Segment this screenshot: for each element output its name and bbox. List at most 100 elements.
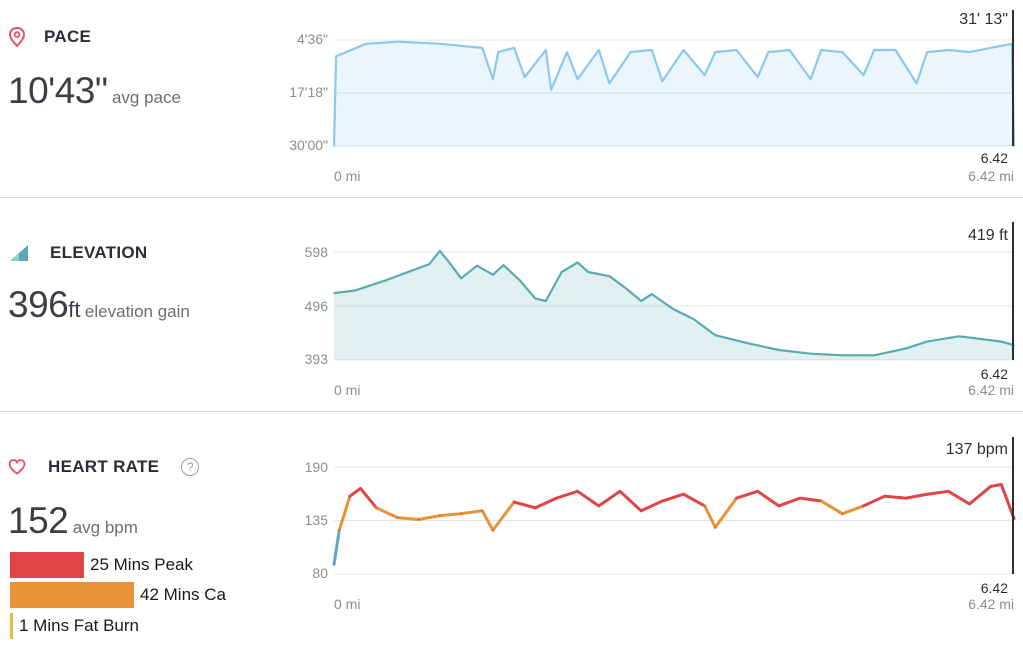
heart-rate-point	[333, 563, 335, 566]
heart-rate-point	[640, 509, 642, 512]
heart-rate-point	[883, 495, 886, 497]
heart-rate-segment	[337, 494, 352, 532]
elevation-point	[809, 352, 812, 355]
elevation-point	[873, 354, 875, 357]
pace-point	[333, 145, 335, 147]
heart-rate-point	[968, 503, 971, 505]
heart-rate-point	[735, 497, 738, 499]
heart-rate-point	[534, 507, 537, 509]
pace-point	[545, 49, 547, 51]
help-icon[interactable]: ?	[181, 458, 200, 476]
heart-rate-segment	[703, 504, 717, 529]
elevation-chart-svg	[333, 222, 1015, 361]
pace-end-distance: 6.42	[980, 150, 1008, 166]
heart-rate-segment	[576, 489, 601, 508]
zone-label-cardio: 42 Mins Ca	[140, 585, 226, 604]
heart-rate-point	[862, 505, 865, 507]
heart-rate-section: HEART RATE ? 152 avg bpm 25 Mins Peak 42…	[0, 412, 1023, 646]
elevation-point	[905, 347, 907, 350]
heart-rate-current-value: 137 bpm	[945, 441, 1008, 458]
pace-y-tick: 17'18"	[289, 84, 328, 100]
pace-point	[492, 78, 494, 81]
elevation-point	[1000, 340, 1003, 343]
heart-rate-x-start: 0 mi	[334, 596, 361, 612]
elevation-point	[608, 275, 611, 278]
heart-rate-segment	[819, 499, 844, 516]
heart-rate-point	[841, 512, 844, 515]
heart-rate-point	[338, 529, 341, 532]
elevation-point	[502, 264, 505, 266]
pace-point	[820, 49, 823, 51]
heart-rate-point	[820, 500, 823, 502]
elevation-point	[672, 308, 674, 310]
heart-rate-point	[396, 516, 399, 519]
heart-rate-point	[439, 514, 441, 517]
section-divider	[0, 411, 1023, 412]
pace-chart[interactable]	[332, 10, 1016, 147]
elevation-x-end: 6.42 mi	[968, 382, 1014, 398]
zone-fat-burn: 1 Mins Fat Burn	[10, 613, 139, 639]
heart-rate-segment	[798, 496, 823, 503]
heart-rate-x-end: 6.42 mi	[968, 596, 1014, 612]
heart-rate-point	[555, 497, 558, 499]
heart-rate-point	[661, 500, 664, 502]
pace-point	[947, 49, 950, 51]
location-pin-icon	[8, 27, 26, 47]
pace-point	[576, 78, 579, 81]
heart-rate-avg-caption: avg bpm	[72, 518, 138, 537]
heart-rate-point	[947, 490, 950, 493]
elevation-summary: 396ft elevation gain	[8, 284, 190, 326]
heart-rate-segment	[332, 528, 341, 566]
pace-point	[756, 76, 759, 78]
pace-point	[894, 49, 897, 51]
heart-rate-point	[375, 507, 378, 509]
pace-chart-svg	[332, 10, 1016, 147]
pace-avg-value: 10'43"	[8, 70, 108, 111]
heart-rate-segment	[639, 499, 664, 513]
elevation-point	[545, 300, 547, 302]
heart-rate-summary: 152 avg bpm	[8, 500, 138, 542]
heart-rate-point	[1000, 483, 1003, 486]
pace-point	[523, 76, 526, 78]
zone-label-peak: 25 Mins Peak	[90, 555, 193, 574]
heart-rate-segment	[480, 509, 495, 532]
elevation-point	[439, 250, 441, 252]
elevation-point	[449, 263, 452, 265]
heart-rate-point	[349, 495, 351, 497]
elevation-chart[interactable]	[333, 222, 1015, 361]
pace-point	[608, 82, 611, 85]
heart-rate-point	[778, 505, 780, 507]
elevation-y-tick: 496	[304, 298, 328, 314]
pace-point	[364, 42, 367, 45]
elevation-point	[693, 318, 695, 321]
heart-rate-segment	[660, 492, 686, 503]
pace-y-tick: 4'36"	[296, 31, 328, 47]
elevation-gain-unit: ft	[68, 297, 81, 322]
heart-rate-avg-value: 152	[8, 500, 69, 541]
heart-rate-segment	[358, 486, 378, 510]
pace-point	[767, 51, 770, 53]
pace-point	[873, 49, 875, 51]
zone-bar-peak	[10, 552, 84, 578]
zone-cardio: 42 Mins Ca	[10, 582, 226, 608]
pace-point	[735, 49, 738, 51]
pace-point	[597, 49, 600, 51]
heart-icon	[8, 459, 26, 475]
heart-rate-segment	[840, 504, 866, 516]
elevation-point	[428, 263, 431, 265]
heart-rate-point	[703, 505, 706, 507]
pace-point	[862, 74, 865, 76]
pace-point	[915, 82, 918, 85]
pace-point	[550, 88, 552, 91]
elevation-title-row: ELEVATION	[8, 243, 147, 263]
pace-y-tick: 30'00"	[289, 137, 328, 153]
heart-rate-chart[interactable]	[332, 437, 1016, 575]
heart-rate-segment	[883, 494, 908, 500]
heart-rate-segment	[438, 512, 463, 518]
elevation-point	[926, 340, 928, 343]
pace-avg-caption: avg pace	[111, 88, 181, 107]
elevation-point	[746, 342, 748, 344]
heart-rate-segment	[512, 500, 537, 510]
pace-section: PACE 10'43" avg pace 4'36" 17'18" 30'00"…	[0, 0, 1023, 197]
pace-title: PACE	[44, 27, 92, 46]
